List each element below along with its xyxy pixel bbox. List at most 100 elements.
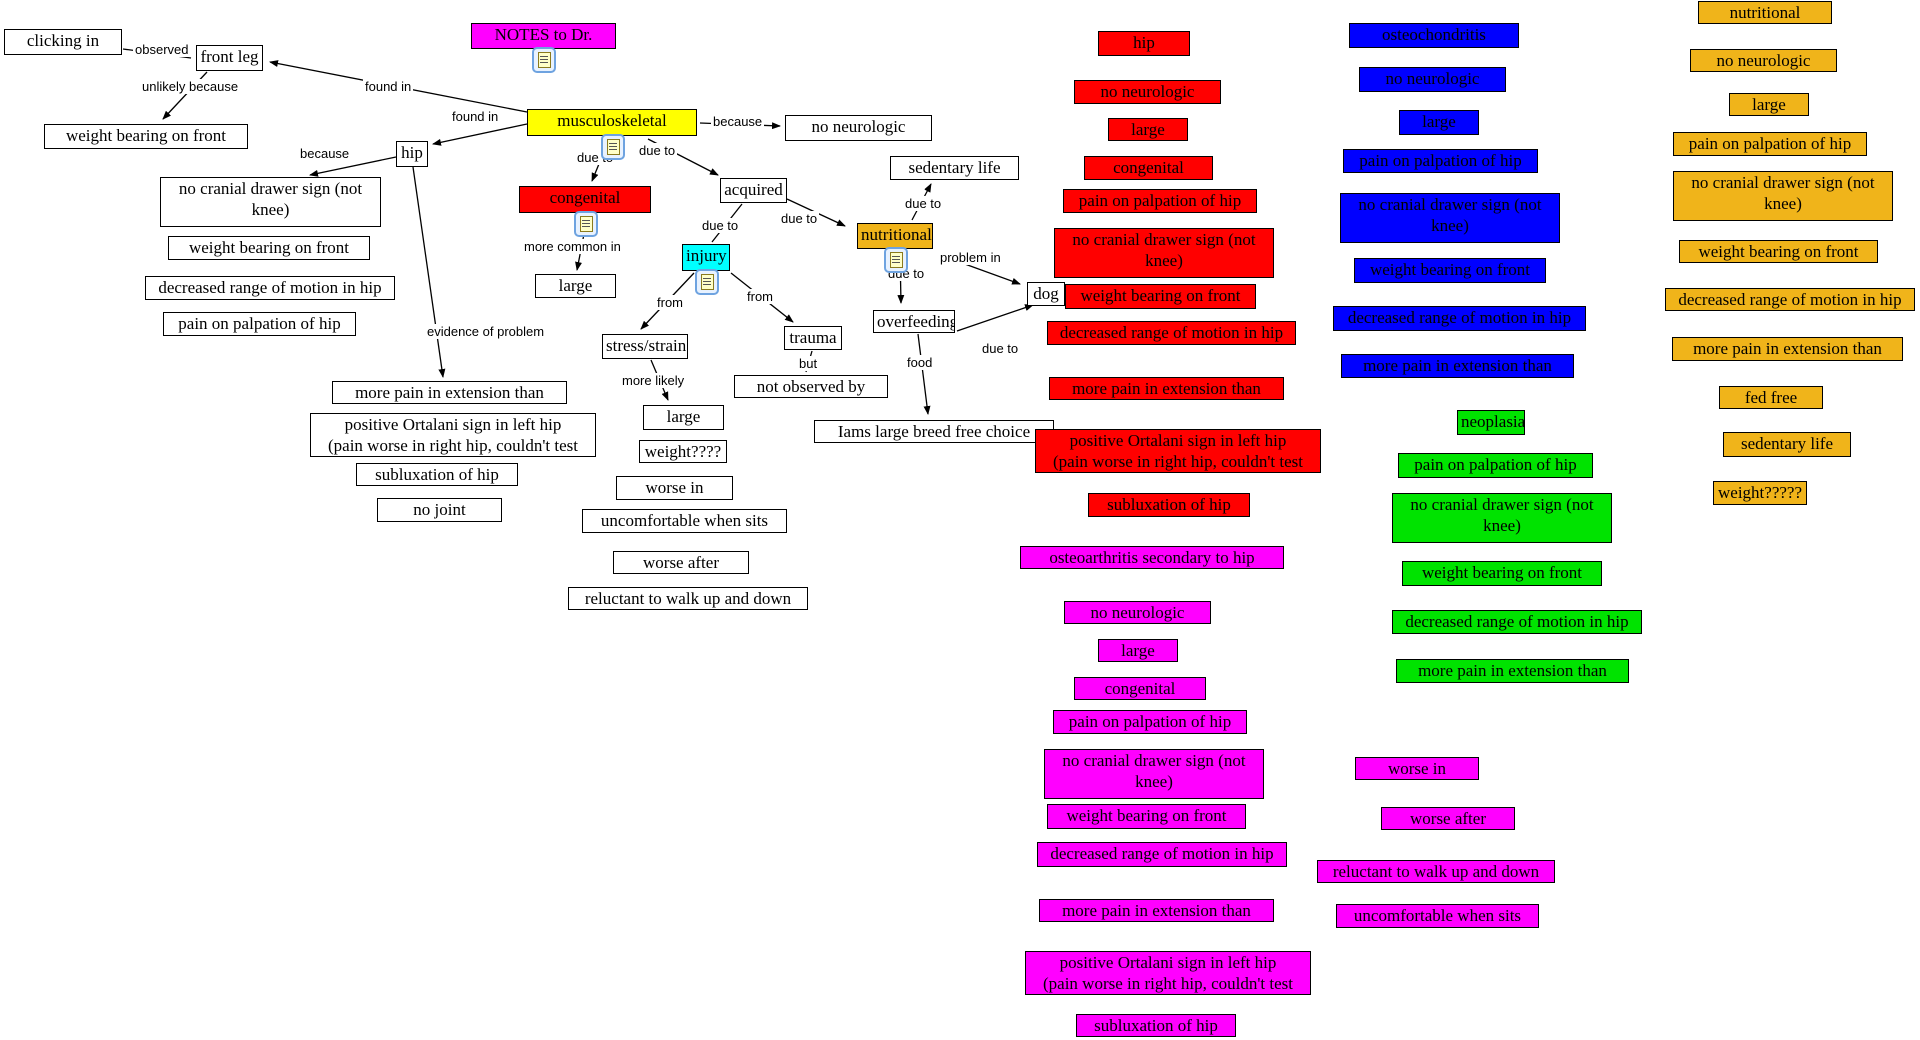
node-weight-bearing-blue[interactable]: weight bearing on front limbs: [1354, 258, 1546, 283]
node-no-cranial-drawer-red[interactable]: no cranial drawer sign (not knee): [1054, 228, 1274, 278]
node-congenital-problem-magenta[interactable]: congenital problem: [1074, 677, 1206, 700]
node-large-breed-stress[interactable]: large breed: [643, 405, 724, 430]
node-acquired[interactable]: acquired: [720, 178, 787, 203]
node-decreased-range-magenta[interactable]: decreased range of motion in hip joint: [1037, 842, 1287, 867]
node-osteochondritis-blue[interactable]: osteochondritis dissecans: [1349, 23, 1519, 48]
node-pain-palpation-white[interactable]: pain on palpation of hip joint: [163, 312, 356, 336]
node-positive-ortalani-white[interactable]: positive Ortalani sign in left hip (pain…: [310, 413, 596, 457]
node-osteoarthritis-magenta[interactable]: osteoarthritis secondary to hip dysplasi…: [1020, 546, 1284, 569]
node-no-cranial-drawer-white[interactable]: no cranial drawer sign (not knee): [160, 177, 381, 227]
node-weight-bearing-orange[interactable]: weight bearing on front limbs: [1679, 240, 1878, 263]
node-more-pain-red[interactable]: more pain in extension than flexion: [1049, 377, 1284, 400]
node-large-breed-orange[interactable]: large breed: [1729, 93, 1809, 116]
node-congenital-problem[interactable]: congenital problem: [519, 186, 651, 213]
node-front-leg[interactable]: front leg: [196, 45, 263, 71]
link-label-due-to-sedentary[interactable]: due to: [903, 196, 944, 211]
node-positive-ortalani-magenta[interactable]: positive Ortalani sign in left hip (pain…: [1025, 951, 1311, 995]
link-label-evidence-of-problem[interactable]: evidence of problem: [425, 324, 547, 339]
link-label-because-hip[interactable]: because: [298, 146, 352, 161]
node-decreased-range-blue[interactable]: decreased range of motion in hip joint: [1333, 306, 1586, 331]
note-icon-injury[interactable]: [695, 269, 719, 295]
node-large-breed-blue[interactable]: large breed: [1399, 110, 1479, 135]
node-worse-after-exercise-white[interactable]: worse after exercise: [613, 551, 749, 574]
link-label-more-likely[interactable]: more likely: [620, 373, 687, 388]
node-nutritional[interactable]: nutritional: [857, 223, 933, 249]
node-no-cranial-drawer-blue[interactable]: no cranial drawer sign (not knee): [1340, 193, 1560, 243]
node-weight-bearing-green[interactable]: weight bearing on front limbs: [1402, 561, 1602, 586]
node-no-neurologic-deficits-magenta[interactable]: no neurologic deficits: [1064, 601, 1211, 624]
node-weight-bearing-front-limbs-hip[interactable]: weight bearing on front limbs: [168, 236, 370, 260]
node-musculoskeletal-problem[interactable]: musculoskeletal problem: [527, 109, 697, 136]
node-no-cranial-drawer-green[interactable]: no cranial drawer sign (not knee): [1392, 493, 1612, 543]
node-injury[interactable]: injury: [682, 244, 730, 271]
node-weight-5q-orange[interactable]: weight?????: [1713, 481, 1807, 505]
node-no-neurologic-deficits-red[interactable]: no neurologic deficits: [1074, 80, 1221, 104]
node-decreased-range-orange[interactable]: decreased range of motion in hip joint: [1665, 288, 1915, 311]
node-sedentary-life-style-white[interactable]: sedentary life style: [890, 156, 1019, 180]
node-pain-palpation-orange[interactable]: pain on palpation of hip joint: [1673, 132, 1867, 156]
node-dog[interactable]: dog: [1027, 282, 1065, 306]
link-label-due-to-nutritional[interactable]: due to: [779, 211, 820, 226]
node-nutritional-problem-orange[interactable]: nutritional problem: [1698, 1, 1832, 24]
node-uncomfortable-white[interactable]: uncomfortable when sits down: [582, 509, 787, 533]
node-large-breed-red[interactable]: large breed: [1108, 118, 1188, 141]
node-congenital-problem-red[interactable]: congenital problem: [1084, 156, 1213, 180]
node-more-pain-blue[interactable]: more pain in extension than flexion: [1341, 354, 1574, 378]
note-icon-notes[interactable]: [532, 47, 556, 73]
node-more-pain-magenta[interactable]: more pain in extension than flexion: [1039, 899, 1274, 922]
note-icon-musculoskeletal[interactable]: [601, 134, 625, 160]
node-decreased-range-red[interactable]: decreased range of motion in hip joint: [1047, 321, 1296, 345]
node-overfeeding[interactable]: overfeeding: [873, 310, 955, 333]
node-positive-ortalani-red[interactable]: positive Ortalani sign in left hip (pain…: [1035, 429, 1321, 473]
node-no-neurologic-deficits-blue[interactable]: no neurologic deficits: [1359, 67, 1506, 92]
link-label-food[interactable]: food: [905, 355, 935, 370]
node-decreased-range-white[interactable]: decreased range of motion in hip joint: [145, 276, 395, 300]
node-more-pain-green[interactable]: more pain in extension than flexion: [1396, 659, 1629, 683]
node-more-pain-white[interactable]: more pain in extension than flexion: [332, 381, 567, 404]
note-icon-congenital[interactable]: [574, 211, 598, 237]
node-no-joint-effusion[interactable]: no joint effusuion: [377, 498, 502, 522]
node-uncomfortable-magenta[interactable]: uncomfortable when sits down: [1336, 904, 1539, 928]
node-no-neurologic-deficits-orange[interactable]: no neurologic deficits: [1690, 49, 1837, 72]
link-label-due-to-dog[interactable]: due to: [980, 341, 1021, 356]
node-no-cranial-drawer-magenta[interactable]: no cranial drawer sign (not knee): [1044, 749, 1264, 799]
link-label-more-common-in[interactable]: more common in: [522, 239, 623, 254]
node-iams[interactable]: Iams large breed free choice (adult?): [814, 420, 1054, 443]
node-pain-palpation-magenta[interactable]: pain on palpation of hip joint: [1053, 710, 1247, 734]
node-hip[interactable]: hip: [396, 141, 428, 167]
node-pain-palpation-red[interactable]: pain on palpation of hip joint: [1063, 189, 1257, 213]
node-subluxation-magenta[interactable]: subluxation of hip joint: [1076, 1014, 1236, 1037]
node-pain-palpation-green[interactable]: pain on palpation of hip joint: [1398, 453, 1593, 478]
node-stress-strain[interactable]: stress/strain: [602, 334, 688, 359]
link-label-due-to-acquired[interactable]: due to: [637, 143, 678, 158]
link-label-found-in-frontleg[interactable]: found in: [363, 79, 414, 94]
node-not-observed-by-owner[interactable]: not observed by owner: [734, 375, 888, 398]
node-large-breed-congenital[interactable]: large breed: [535, 274, 616, 298]
node-subluxation-red[interactable]: subluxation of hip joint: [1088, 493, 1250, 517]
link-label-problem-in[interactable]: problem in: [938, 250, 1003, 265]
note-icon-nutritional[interactable]: [884, 247, 908, 273]
node-large-breed-magenta[interactable]: large breed: [1098, 639, 1178, 662]
link-label-unlikely-because[interactable]: unlikely because: [140, 79, 241, 94]
node-weight-4q[interactable]: weight????: [639, 440, 727, 463]
node-pain-palpation-blue[interactable]: pain on palpation of hip joint: [1343, 149, 1538, 173]
link-label-due-to-injury[interactable]: due to: [700, 218, 741, 233]
node-neoplasia-green[interactable]: neoplasia: [1457, 410, 1525, 435]
node-decreased-range-green[interactable]: decreased range of motion in hip joint: [1392, 610, 1642, 634]
link-label-from-stress[interactable]: from: [655, 295, 685, 310]
node-reluctant-magenta[interactable]: reluctant to walk up and down stairs: [1317, 860, 1555, 883]
node-worse-in-morning-white[interactable]: worse in morning: [616, 476, 733, 500]
node-sedentary-life-style-orange[interactable]: sedentary life style: [1723, 432, 1851, 457]
node-weight-bearing-red[interactable]: weight bearing on front limbs: [1065, 284, 1256, 309]
node-subluxation-white[interactable]: subluxation of hip joint: [356, 463, 518, 486]
link-label-found-in-hip[interactable]: found in: [450, 109, 501, 124]
node-clicking-in-elbow[interactable]: clicking in elbow: [4, 29, 122, 55]
link-label-but[interactable]: but: [797, 356, 820, 371]
node-weight-bearing-magenta[interactable]: weight bearing on front limbs: [1047, 804, 1246, 829]
node-fed-free-choice-orange[interactable]: fed free choice: [1719, 386, 1823, 409]
link-label-observed[interactable]: observed: [133, 42, 191, 57]
node-no-neurologic-deficits-white[interactable]: no neurologic deficits: [785, 115, 932, 141]
node-worse-in-morning-magenta[interactable]: worse in morning: [1355, 757, 1479, 780]
node-notes-to-dr-shires[interactable]: NOTES to Dr. Shires: [471, 23, 616, 49]
node-weight-bearing-front-limbs-top[interactable]: weight bearing on front limbs: [44, 124, 248, 149]
